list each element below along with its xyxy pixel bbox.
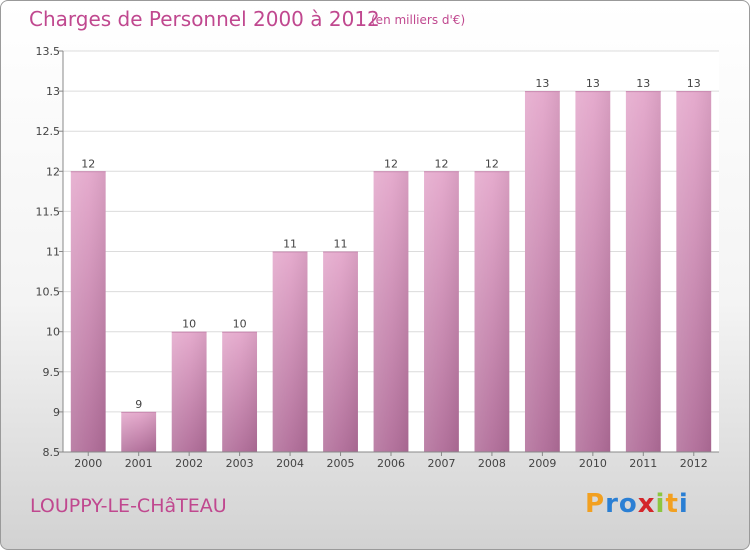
location-name: LOUPPY-LE-CHâTEAU [30, 495, 227, 517]
bar-shine [676, 91, 712, 452]
y-tick-label: 10 [46, 326, 60, 339]
bar-shine [171, 331, 207, 452]
data-label: 12 [81, 157, 95, 170]
proxiti-logo: Proxiti [585, 489, 689, 519]
x-tick-label: 2010 [579, 457, 607, 470]
chart-title: Charges de Personnel 2000 à 2012 [29, 7, 380, 31]
x-tick-label: 2006 [377, 457, 405, 470]
x-tick-label: 2000 [74, 457, 102, 470]
data-label: 13 [535, 77, 549, 90]
y-tick-label: 9 [53, 406, 60, 419]
y-tick-label: 10.5 [36, 286, 61, 299]
data-label: 10 [182, 318, 196, 331]
x-tick-label: 2007 [427, 457, 455, 470]
logo-letter: i [678, 489, 689, 519]
data-label: 12 [485, 157, 499, 170]
data-label: 9 [135, 398, 142, 411]
y-tick-label: 12 [46, 165, 60, 178]
x-tick-label: 2011 [629, 457, 657, 470]
y-tick-label: 13 [46, 85, 60, 98]
x-tick-label: 2009 [528, 457, 556, 470]
y-tick-label: 11 [46, 246, 60, 259]
bar-shine [373, 171, 409, 453]
bar-shine [424, 171, 459, 453]
x-tick-label: 2012 [680, 457, 708, 470]
data-label: 12 [434, 157, 448, 170]
logo-letter: r [605, 489, 619, 519]
chart-subtitle: (en milliers d'€) [371, 13, 466, 27]
logo-letter: x [637, 489, 656, 519]
bar-shine [474, 171, 510, 453]
bar-shine [222, 331, 258, 452]
logo-letter: o [618, 489, 638, 519]
bar-shine [575, 91, 611, 452]
bar-shine [121, 411, 157, 452]
x-tick-label: 2001 [125, 457, 153, 470]
data-label: 13 [687, 77, 701, 90]
bar-shine [323, 251, 358, 452]
data-label: 10 [233, 318, 247, 331]
bar-shine [625, 91, 661, 452]
y-tick-label: 11.5 [36, 205, 61, 218]
x-tick-label: 2005 [327, 457, 355, 470]
data-label: 13 [636, 77, 650, 90]
y-tick-label: 9.5 [43, 366, 61, 379]
y-tick-label: 13.5 [36, 45, 61, 58]
logo-letter: P [585, 489, 606, 519]
y-tick-label: 12.5 [36, 125, 61, 138]
bar-shine [524, 91, 560, 452]
x-tick-label: 2008 [478, 457, 506, 470]
data-label: 13 [586, 77, 600, 90]
x-tick-label: 2003 [226, 457, 254, 470]
logo-letter: t [665, 489, 679, 519]
data-label: 12 [384, 157, 398, 170]
logo-letter: i [655, 489, 666, 519]
data-label: 11 [283, 238, 297, 251]
x-tick-label: 2002 [175, 457, 203, 470]
data-label: 11 [334, 238, 348, 251]
y-tick-label: 8.5 [43, 446, 61, 459]
bar-shine [70, 171, 106, 453]
bar-shine [272, 251, 308, 452]
x-tick-label: 2004 [276, 457, 304, 470]
